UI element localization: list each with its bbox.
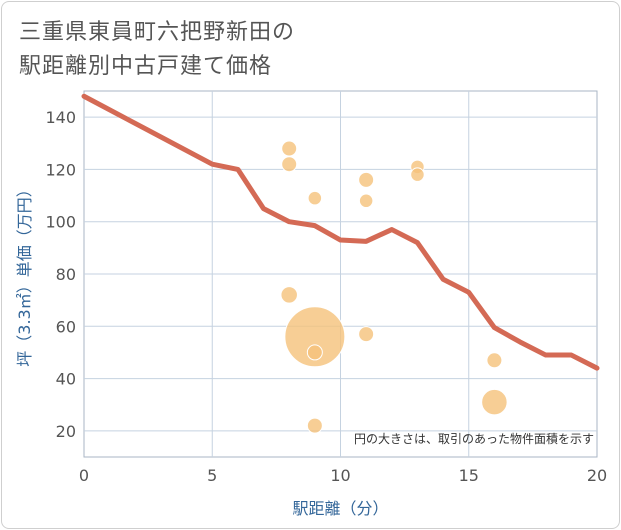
y-tick-label: 120 bbox=[45, 160, 76, 179]
data-point bbox=[307, 190, 323, 206]
points-layer bbox=[280, 140, 508, 434]
chart-title: 三重県東員町六把野新田の 駅距離別中古戸建て価格 bbox=[19, 16, 295, 84]
y-tick-label: 140 bbox=[45, 108, 76, 127]
y-tick-label: 100 bbox=[45, 213, 76, 232]
x-tick-label: 5 bbox=[207, 466, 217, 485]
data-point bbox=[486, 352, 503, 369]
size-note: 円の大きさは、取引のあった物件面積を示す bbox=[354, 431, 594, 446]
data-point bbox=[306, 417, 323, 434]
trend-line bbox=[81, 93, 600, 371]
data-point bbox=[481, 388, 508, 416]
trend-layer bbox=[81, 93, 600, 371]
data-point bbox=[410, 167, 425, 182]
y-axis-label: 坪（3.3㎡）単価（万円） bbox=[15, 181, 34, 366]
data-point bbox=[281, 140, 298, 157]
data-point bbox=[306, 344, 323, 361]
y-tick-label: 80 bbox=[56, 265, 76, 284]
data-point bbox=[281, 156, 298, 173]
data-point bbox=[280, 286, 298, 304]
y-tick-label: 20 bbox=[56, 422, 76, 441]
ticks-layer: 0 5 10 15 20 20 40 60 80 100 120 140 bbox=[45, 108, 607, 485]
x-tick-label: 20 bbox=[587, 466, 607, 485]
x-tick-label: 0 bbox=[79, 466, 89, 485]
data-point bbox=[358, 171, 375, 188]
data-point bbox=[358, 193, 374, 209]
data-point bbox=[358, 326, 375, 343]
x-tick-label: 10 bbox=[330, 466, 350, 485]
y-tick-label: 40 bbox=[56, 370, 76, 389]
chart-title-line-1: 三重県東員町六把野新田の bbox=[19, 20, 296, 45]
x-tick-label: 15 bbox=[459, 466, 479, 485]
y-tick-label: 60 bbox=[56, 317, 76, 336]
data-point bbox=[284, 306, 346, 368]
x-axis-label: 駅距離（分） bbox=[292, 499, 388, 518]
chart-title-line-2: 駅距離別中古戸建て価格 bbox=[19, 54, 273, 79]
